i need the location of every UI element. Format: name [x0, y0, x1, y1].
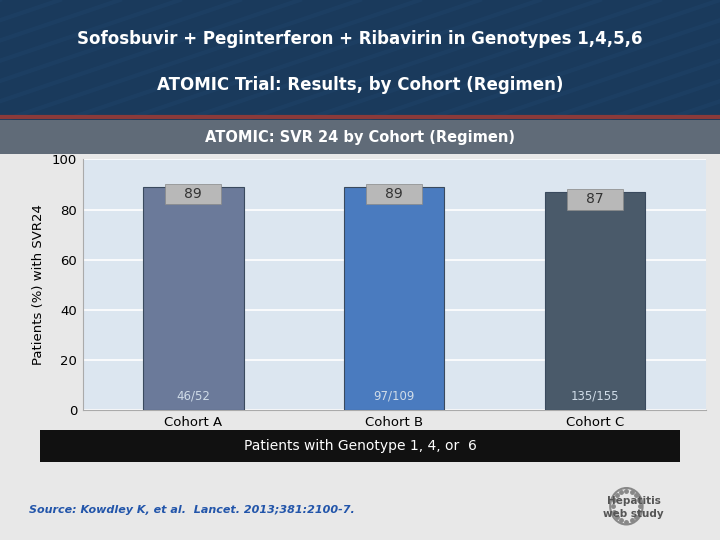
Text: Sofosbuvir + Peginterferon + Ribavirin in Genotypes 1,4,5,6: Sofosbuvir + Peginterferon + Ribavirin i…	[77, 30, 643, 48]
Bar	[545, 192, 645, 410]
Text: 97/109: 97/109	[374, 390, 415, 403]
Text: 89: 89	[184, 187, 202, 201]
Text: Source: Kowdley K, et al.  Lancet. 2013;381:2100-7.: Source: Kowdley K, et al. Lancet. 2013;3…	[29, 505, 354, 515]
Text: 89: 89	[385, 187, 403, 201]
FancyBboxPatch shape	[165, 184, 222, 205]
FancyBboxPatch shape	[0, 120, 720, 154]
Y-axis label: Patients (%) with SVR24: Patients (%) with SVR24	[32, 205, 45, 365]
FancyBboxPatch shape	[0, 0, 720, 122]
Bar	[143, 187, 243, 410]
Text: 87: 87	[586, 192, 604, 206]
Text: 46/52: 46/52	[176, 390, 210, 403]
FancyBboxPatch shape	[40, 430, 680, 462]
Text: ATOMIC: SVR 24 by Cohort (Regimen): ATOMIC: SVR 24 by Cohort (Regimen)	[205, 130, 515, 145]
Text: Patients with Genotype 1, 4, or  6: Patients with Genotype 1, 4, or 6	[243, 439, 477, 453]
FancyBboxPatch shape	[366, 184, 423, 205]
FancyBboxPatch shape	[567, 190, 624, 210]
Text: 135/155: 135/155	[571, 390, 619, 403]
Text: ATOMIC Trial: Results, by Cohort (Regimen): ATOMIC Trial: Results, by Cohort (Regime…	[157, 76, 563, 94]
Bar	[344, 187, 444, 410]
Text: Hepatitis
web study: Hepatitis web study	[603, 496, 664, 519]
